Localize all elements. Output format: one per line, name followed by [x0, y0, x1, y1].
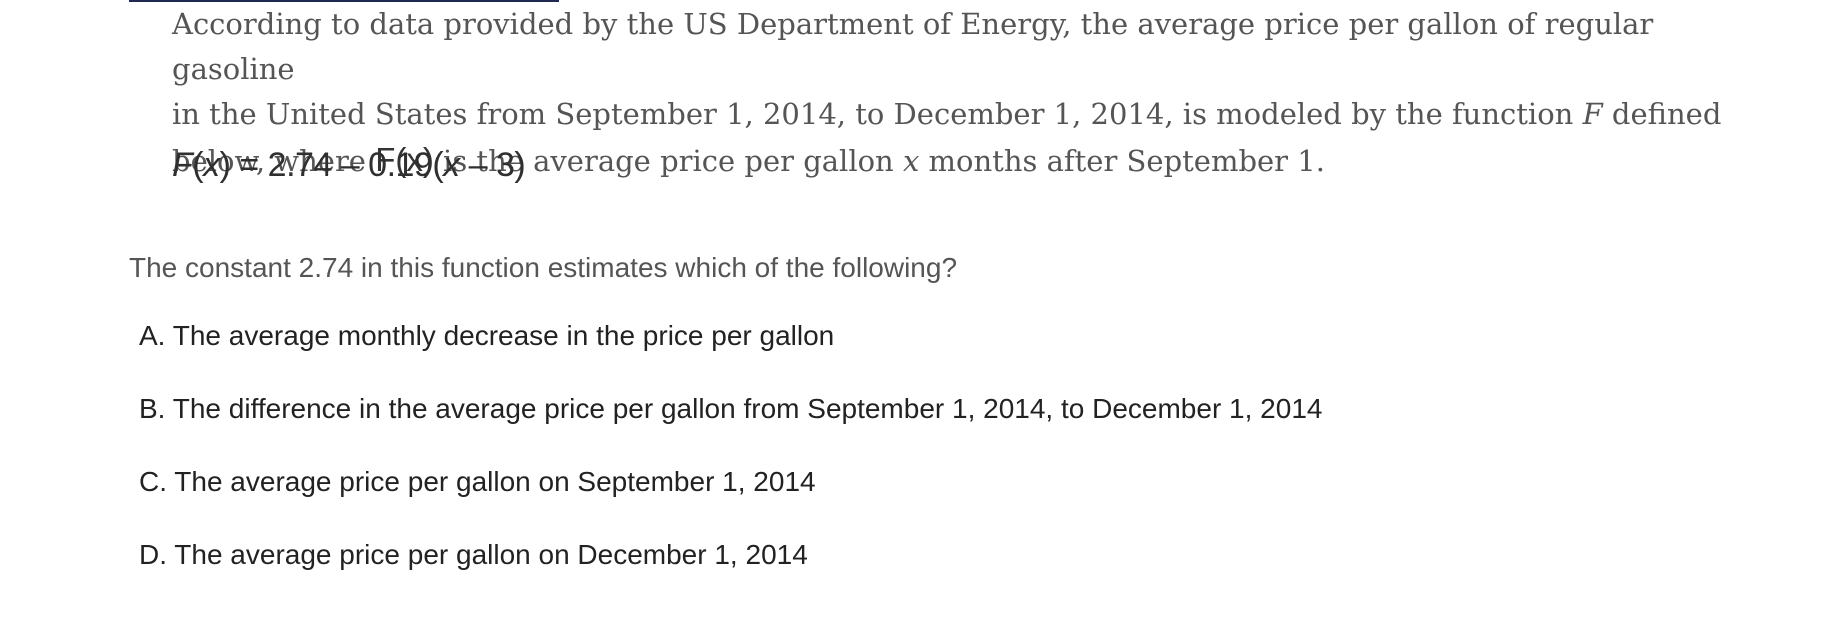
- top-divider: [129, 0, 559, 2]
- choice-letter: D.: [139, 539, 167, 570]
- function-variable: F: [1582, 97, 1603, 131]
- passage-text: months after September 1.: [919, 144, 1325, 178]
- function-equation: F(x) = 2.74 – 0.19(x – 3): [172, 146, 526, 185]
- equation-text: – 3): [459, 146, 526, 184]
- equation-variable: x: [443, 146, 460, 184]
- choice-text: The difference in the average price per …: [172, 393, 1323, 424]
- choice-letter: A.: [139, 320, 166, 351]
- passage-line-1: According to data provided by the US Dep…: [172, 7, 1654, 86]
- passage-text: is the average price per gallon: [433, 144, 903, 178]
- answer-choice-a[interactable]: A. The average monthly decrease in the p…: [139, 314, 1322, 387]
- equation-function-name: F: [172, 146, 193, 184]
- passage-line-3: below, where F(x) is the average price p…: [172, 137, 1732, 184]
- question-prompt: The constant 2.74 in this function estim…: [129, 252, 958, 283]
- answer-choice-c[interactable]: C. The average price per gallon on Septe…: [139, 460, 1322, 533]
- equation-text: ) = 2.74 – 0.19(: [219, 146, 444, 184]
- answer-choices: A. The average monthly decrease in the p…: [139, 314, 1322, 606]
- function-notation: F(x): [375, 141, 434, 178]
- equation-variable: x: [203, 146, 220, 184]
- choice-text: The average price per gallon on December…: [174, 539, 808, 570]
- choice-letter: B.: [139, 393, 166, 424]
- equation-text: (: [192, 146, 204, 184]
- months-variable: x: [902, 144, 920, 178]
- choice-text: The average price per gallon on Septembe…: [174, 466, 816, 497]
- passage-text: defined: [1602, 97, 1722, 131]
- choice-letter: C.: [139, 466, 167, 497]
- question-passage: According to data provided by the US Dep…: [172, 2, 1732, 184]
- answer-choice-d[interactable]: D. The average price per gallon on Decem…: [139, 533, 1322, 606]
- passage-line-2: in the United States from September 1, 2…: [172, 92, 1732, 137]
- choice-text: The average monthly decrease in the pric…: [172, 320, 835, 351]
- passage-text: in the United States from September 1, 2…: [172, 97, 1583, 131]
- passage-text: below, where: [172, 144, 376, 178]
- answer-choice-b[interactable]: B. The difference in the average price p…: [139, 387, 1322, 460]
